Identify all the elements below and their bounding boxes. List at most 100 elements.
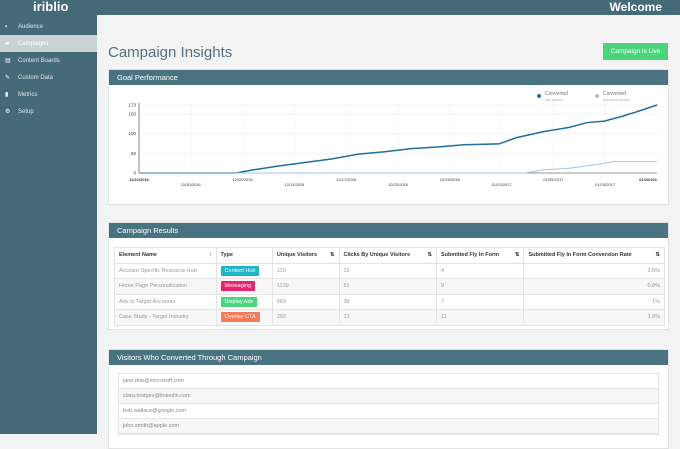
x-tick-label: 12/23/2016 bbox=[388, 182, 409, 187]
goal-performance-panel: Goal Performance 0 50 100 150 173 11/22/2016 1… bbox=[108, 69, 669, 205]
series-line bbox=[139, 104, 658, 174]
type-cell: Overlay CTA bbox=[215, 309, 273, 326]
sidebar-item-audience[interactable]: ▪ Audience bbox=[0, 18, 97, 35]
x-tick-label: 01/20/201 bbox=[639, 177, 658, 182]
element-name[interactable]: Home Page Personalization bbox=[114, 278, 217, 295]
page-title: Campaign Insights bbox=[108, 44, 233, 61]
x-tick-label: 12/11/2016 bbox=[285, 182, 305, 187]
column-label: Submitted Fly In Form Conversion Rate bbox=[528, 252, 632, 259]
legend-marker bbox=[537, 94, 541, 98]
visitor-list: jane.doe@microsoft.com clara.bridges@link… bbox=[118, 373, 659, 435]
unique-visitors: 110 bbox=[271, 262, 340, 279]
panel-title: Goal Performance bbox=[109, 70, 668, 85]
panel-title: Visitors Who Converted Through Campaign bbox=[109, 350, 668, 365]
conversion-rate: 3.8% bbox=[523, 309, 665, 326]
table-row: Account-Specific Resource Hub Content Hu… bbox=[114, 262, 665, 279]
type-badge: Overlay CTA bbox=[220, 312, 260, 323]
type-badge: Messaging bbox=[220, 281, 256, 292]
y-tick-label: 100 bbox=[128, 131, 136, 136]
column-header[interactable]: ⇅ Submitted Fly In Form Conversion Rate bbox=[523, 247, 665, 264]
conversion-rate: 0.8% bbox=[523, 278, 665, 295]
submitted: 11 bbox=[435, 309, 525, 326]
type-badge: Content Hub bbox=[220, 265, 260, 276]
sidebar-item-campaigns[interactable]: ▰ Campaigns bbox=[0, 35, 97, 52]
converted-visitors-panel: Visitors Who Converted Through Campaign … bbox=[108, 349, 669, 449]
sort-icon[interactable]: ⇅ bbox=[514, 252, 520, 259]
visitor-email[interactable]: john.smith@apple.com bbox=[119, 419, 658, 434]
type-cell: Messaging bbox=[215, 278, 273, 295]
logo[interactable]: iriblio bbox=[33, 0, 69, 14]
element-name[interactable]: Ads to Target Accounts bbox=[114, 293, 217, 310]
top-bar: iriblio Welcome bbox=[0, 0, 680, 15]
sidebar-item-setup[interactable]: ⚙ Setup bbox=[0, 103, 97, 120]
column-header[interactable]: ↑ Element Name bbox=[114, 247, 217, 264]
submitted: 4 bbox=[435, 262, 525, 279]
submitted: 7 bbox=[435, 293, 525, 310]
element-name[interactable]: Account-Specific Resource Hub bbox=[114, 262, 217, 279]
column-header[interactable]: Type bbox=[215, 247, 273, 264]
table-row: Home Page Personalization Messaging 1139… bbox=[114, 278, 665, 295]
y-tick-label: 50 bbox=[131, 151, 137, 156]
sidebar-item-label: Campaigns bbox=[18, 40, 49, 47]
x-tick-label: 12/29/2016 bbox=[440, 177, 461, 182]
y-tick-label: 0 bbox=[133, 171, 136, 176]
y-tick-label: 173 bbox=[128, 103, 136, 108]
table-row: Case Study - Target Industry Overlay CTA… bbox=[114, 309, 665, 326]
gear-icon: ⚙ bbox=[5, 109, 11, 115]
panel-title: Campaign Results bbox=[109, 223, 668, 238]
sidebar-item-label: Setup bbox=[18, 108, 34, 115]
pencil-icon: ✎ bbox=[5, 75, 11, 81]
visitor-email[interactable]: clara.bridges@linkedin.com bbox=[119, 389, 658, 404]
legend-marker bbox=[595, 94, 599, 98]
bar-chart-icon: ▮ bbox=[5, 92, 9, 98]
x-tick-label: 11/22/2016 bbox=[129, 177, 150, 182]
legend-label: Converted bbox=[545, 91, 568, 97]
visitor-email[interactable]: jane.doe@microsoft.com bbox=[119, 374, 658, 389]
x-tick-label: 01/03/2017 bbox=[492, 182, 513, 187]
x-tick-label: 11/30/2016 bbox=[181, 182, 201, 187]
type-badge: Display Ads bbox=[220, 296, 258, 307]
sort-icon[interactable]: ⇅ bbox=[655, 252, 660, 259]
sidebar-item-label: Content Boards bbox=[18, 57, 60, 64]
submitted: 9 bbox=[435, 278, 525, 295]
sidebar-item-metrics[interactable]: ▮ Metrics bbox=[0, 86, 97, 103]
element-name[interactable]: Case Study - Target Industry bbox=[114, 309, 217, 326]
users-icon: ▪ bbox=[5, 23, 8, 30]
column-label: Element Name bbox=[119, 252, 157, 259]
conversion-rate: 3.6% bbox=[523, 262, 665, 279]
sidebar-item-label: Audience bbox=[18, 23, 44, 30]
line-chart: 0 50 100 150 173 11/22/2016 11/30/2016 12/05/20… bbox=[128, 91, 658, 187]
x-tick-label: 12/05/2016 bbox=[233, 177, 254, 182]
series-line bbox=[139, 161, 657, 174]
sidebar-item-custom-data[interactable]: ✎ Custom Data bbox=[0, 69, 97, 86]
sort-icon[interactable]: ⇅ bbox=[427, 252, 432, 259]
sort-icon[interactable]: ↑ bbox=[208, 252, 212, 259]
legend-label: Converted bbox=[603, 91, 626, 97]
results-table: ↑ Element Name Type ⇅ Unique Visitors ⇅ Clicks… bbox=[114, 247, 665, 326]
column-label: Clicks By Unique Visitors bbox=[343, 252, 411, 259]
sort-icon[interactable]: ⇅ bbox=[329, 252, 335, 259]
column-header[interactable]: ⇅ Unique Visitors bbox=[271, 247, 340, 264]
unique-visitors: 1139 bbox=[271, 278, 340, 295]
column-header[interactable]: ⇅ Clicks By Unique Visitors bbox=[338, 247, 437, 264]
x-tick-label: 12/17/2016 bbox=[336, 177, 357, 182]
goal-chart: 0 50 100 150 173 11/22/2016 11/30/2016 12/05/20… bbox=[109, 85, 668, 204]
legend-sublabel: previous period bbox=[603, 98, 629, 102]
sidebar: ▪ Audience ▰ Campaigns ▤ Content Boards ✎ Custo… bbox=[0, 15, 97, 434]
column-label: Type bbox=[220, 252, 233, 259]
main-content: Campaign Insights Campaign is Live Goal … bbox=[97, 15, 680, 449]
type-cell: Display Ads bbox=[215, 293, 273, 310]
campaign-live-button[interactable]: Campaign is Live bbox=[603, 43, 668, 60]
board-icon: ▤ bbox=[5, 58, 11, 64]
unique-visitors: 292 bbox=[271, 309, 340, 326]
clicks: 38 bbox=[338, 293, 437, 310]
sidebar-item-label: Metrics bbox=[18, 91, 38, 98]
y-tick-label: 150 bbox=[128, 112, 136, 117]
conversion-rate: 1% bbox=[523, 293, 665, 310]
column-header[interactable]: ⇅ Submitted Fly In Form bbox=[435, 247, 525, 264]
table-row: Ads to Target Accounts Display Ads 669 3… bbox=[114, 293, 665, 310]
legend-sublabel: this period bbox=[545, 98, 563, 102]
clicks: 12 bbox=[338, 262, 437, 279]
visitor-email[interactable]: bob.wallace@google.com bbox=[119, 404, 658, 419]
sidebar-item-content-boards[interactable]: ▤ Content Boards bbox=[0, 52, 97, 69]
